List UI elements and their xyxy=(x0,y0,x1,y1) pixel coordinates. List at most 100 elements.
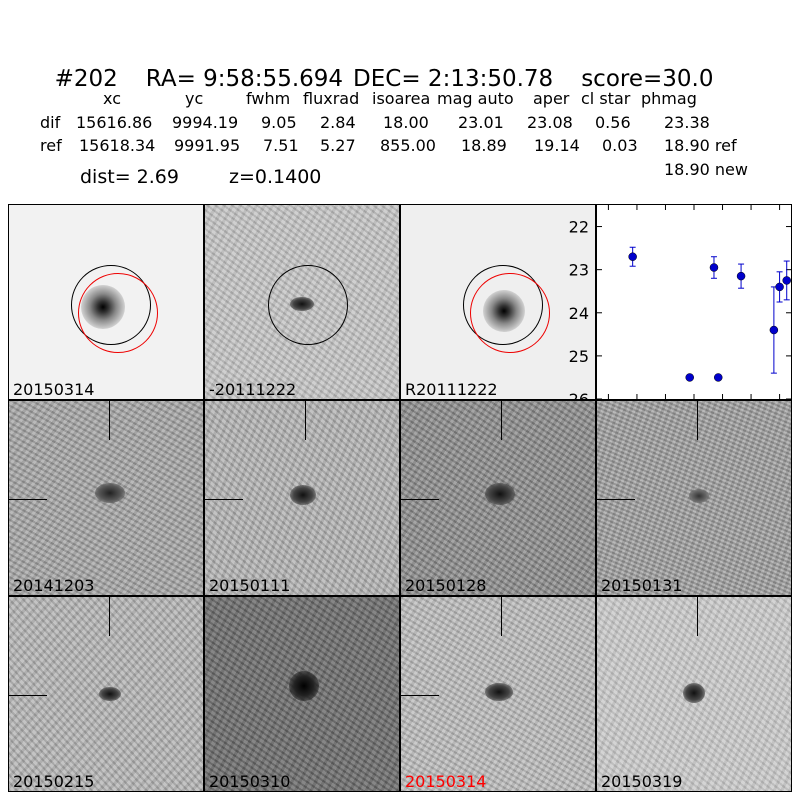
crosshair-horizontal xyxy=(9,695,47,696)
data-point xyxy=(714,373,723,382)
dist-value: dist= 2.69 xyxy=(80,166,179,188)
transient-source xyxy=(289,671,319,701)
table-cell: 23.01 xyxy=(458,113,504,132)
table-cell: 0.56 xyxy=(595,113,631,132)
table-cell: 9991.95 xyxy=(174,136,241,155)
image-panel-epoch: 20150319 xyxy=(596,596,792,792)
y-tick-label: 25 xyxy=(569,347,589,366)
crosshair-vertical xyxy=(697,401,698,440)
data-point xyxy=(775,282,784,292)
image-panel-epoch: 20150310 xyxy=(204,596,400,792)
data-point xyxy=(628,252,637,261)
y-tick-label: 24 xyxy=(569,304,589,323)
transient-source xyxy=(485,683,513,701)
image-panel-epoch: 20150215 xyxy=(8,596,204,792)
crosshair-horizontal xyxy=(401,499,439,500)
crosshair-horizontal xyxy=(597,499,635,500)
panel-label: 20150310 xyxy=(209,772,291,791)
crosshair-vertical xyxy=(109,597,110,636)
phmag-new: 18.90 new xyxy=(664,160,748,179)
image-panel-reference: R20111222 xyxy=(400,204,596,400)
table-cell: 15616.86 xyxy=(76,113,153,132)
table-cell: 15618.34 xyxy=(79,136,156,155)
table-cell: 9.05 xyxy=(261,113,297,132)
table-cell: 855.00 xyxy=(380,136,436,155)
transient-source xyxy=(99,687,121,701)
table-cell: 23.38 xyxy=(664,113,710,132)
candidate-title: #202 RA= 9:58:55.694 DEC= 2:13:50.78 score=… xyxy=(40,40,741,92)
transient-source xyxy=(485,483,515,505)
image-panel-epoch: 20150128 xyxy=(400,400,596,596)
y-tick-label: 22 xyxy=(569,218,589,237)
panel-label: 20150215 xyxy=(13,772,95,791)
panel-label: 20150111 xyxy=(209,576,291,595)
crosshair-vertical xyxy=(501,401,502,440)
dec-value: DEC= 2:13:50.78 xyxy=(353,66,554,92)
table-cell: 23.08 xyxy=(527,113,573,132)
col-header: fwhm xyxy=(246,89,291,108)
table-cell: 18.90 ref xyxy=(664,136,737,155)
col-header: isoarea xyxy=(372,89,431,108)
table-cell: 18.89 xyxy=(461,136,507,155)
crosshair-horizontal xyxy=(401,695,439,696)
table-cell: 7.51 xyxy=(263,136,299,155)
transient-source xyxy=(683,683,705,703)
col-header: yc xyxy=(185,89,204,108)
panel-label: R20111222 xyxy=(405,380,498,399)
new-aperture-circle xyxy=(470,273,550,353)
noise-background xyxy=(9,401,203,595)
redshift-value: z=0.1400 xyxy=(229,166,322,188)
crosshair-vertical xyxy=(109,401,110,440)
panel-label: 20150128 xyxy=(405,576,487,595)
crosshair-vertical xyxy=(305,401,306,440)
panel-label: 20150314 xyxy=(13,380,95,399)
noise-background xyxy=(401,401,595,595)
score-value: score=30.0 xyxy=(581,66,714,92)
table-cell: 18.00 xyxy=(383,113,429,132)
crosshair-vertical xyxy=(501,597,502,636)
panel-label: 20150314 xyxy=(405,772,487,791)
image-panel-difference: -20111222 xyxy=(204,204,400,400)
col-header: xc xyxy=(103,89,121,108)
table-cell: 9994.19 xyxy=(172,113,239,132)
crosshair-vertical xyxy=(697,597,698,636)
y-tick-label: 23 xyxy=(569,261,589,280)
new-aperture-circle xyxy=(78,273,158,353)
noise-background xyxy=(597,597,791,791)
col-header: cl star xyxy=(581,89,631,108)
ra-value: RA= 9:58:55.694 xyxy=(145,66,344,92)
table-cell: 19.14 xyxy=(534,136,580,155)
image-panel-epoch: 20141203 xyxy=(8,400,204,596)
image-panel-epoch-current: 20150314 xyxy=(400,596,596,792)
transient-source xyxy=(95,483,125,503)
candidate-id: #202 xyxy=(54,66,118,92)
image-panel-epoch: 20150131 xyxy=(596,400,792,596)
table-cell: 2.84 xyxy=(320,113,356,132)
crosshair-horizontal xyxy=(205,499,243,500)
panel-label: 20150319 xyxy=(601,772,683,791)
image-panel-epoch: 20150111 xyxy=(204,400,400,596)
panel-label: 20150131 xyxy=(601,576,683,595)
data-point xyxy=(736,271,746,281)
row-label-ref: ref xyxy=(40,136,62,155)
data-point xyxy=(709,263,719,272)
data-point xyxy=(769,325,779,335)
row-label-dif: dif xyxy=(40,113,61,132)
transient-source xyxy=(290,485,316,505)
table-cell: 0.03 xyxy=(602,136,638,155)
col-header: mag auto xyxy=(437,89,514,108)
image-panel-new: 20150314 xyxy=(8,204,204,400)
data-point xyxy=(685,373,694,382)
col-header: phmag xyxy=(641,89,697,108)
noise-background xyxy=(401,597,595,791)
col-header: aper xyxy=(533,89,570,108)
crosshair-horizontal xyxy=(9,499,47,500)
aperture-circle xyxy=(268,265,348,345)
col-header: fluxrad xyxy=(303,89,360,108)
panel-label: -20111222 xyxy=(209,380,297,399)
panel-label: 20141203 xyxy=(13,576,95,595)
transient-source xyxy=(689,489,709,503)
table-cell: 5.27 xyxy=(320,136,356,155)
